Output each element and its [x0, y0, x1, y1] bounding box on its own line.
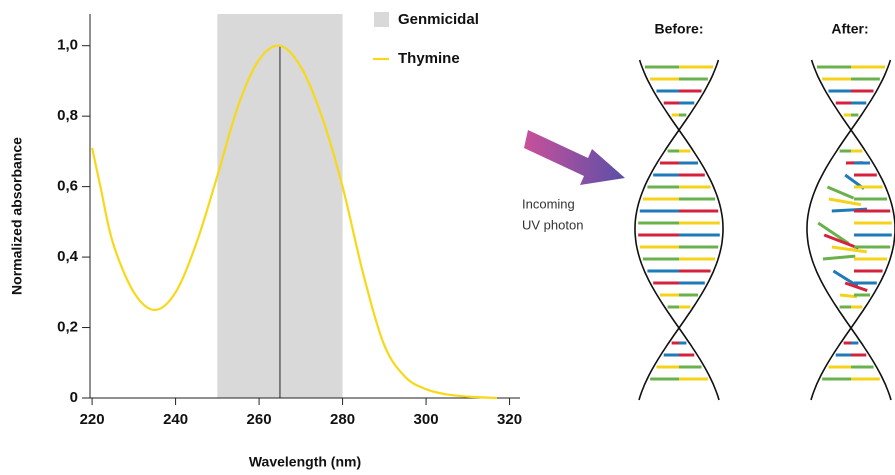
dna-strand: [807, 60, 891, 400]
base-damaged: [818, 223, 848, 244]
photon-label: Incoming: [522, 196, 575, 211]
x-tick-label: 280: [330, 411, 355, 428]
x-tick-label: 320: [497, 411, 522, 428]
x-tick-label: 260: [247, 411, 272, 428]
y-axis-title: Normalized absorbance: [9, 137, 25, 295]
y-tick-label: 0,8: [57, 107, 78, 124]
x-axis-title: Wavelength (nm): [249, 454, 361, 470]
uv-arrow: [524, 130, 625, 185]
legend-swatch: [374, 12, 389, 27]
y-tick-label: 0,6: [57, 178, 78, 195]
y-tick-label: 0,2: [57, 319, 78, 336]
x-tick-label: 300: [414, 411, 439, 428]
dna-diagram: Before: After: Incoming UV photon: [522, 21, 895, 400]
base-damaged: [827, 187, 853, 198]
dna-strand: [635, 60, 719, 400]
figure: 0 0,2 0,4 0,6 0,8 1,0 220 240 260 280 300 320 Wavele…: [0, 0, 895, 475]
before-label: Before:: [654, 21, 703, 37]
y-tick-label: 0: [70, 389, 78, 406]
legend-label: Thymine: [398, 50, 460, 67]
y-tick-label: 0,4: [57, 248, 79, 265]
dna-strand: [639, 60, 723, 400]
y-tick-label: 1,0: [57, 37, 78, 54]
chart: 0 0,2 0,4 0,6 0,8 1,0 220 240 260 280 300 320 Wavele…: [9, 11, 522, 470]
after-label: After:: [831, 21, 868, 37]
photon-label: UV photon: [522, 217, 583, 232]
legend-label: Genmicidal: [398, 11, 479, 28]
base-damaged: [823, 256, 855, 259]
dna-strand: [811, 60, 895, 400]
x-tick-label: 240: [163, 411, 188, 428]
x-tick-label: 220: [80, 411, 105, 428]
